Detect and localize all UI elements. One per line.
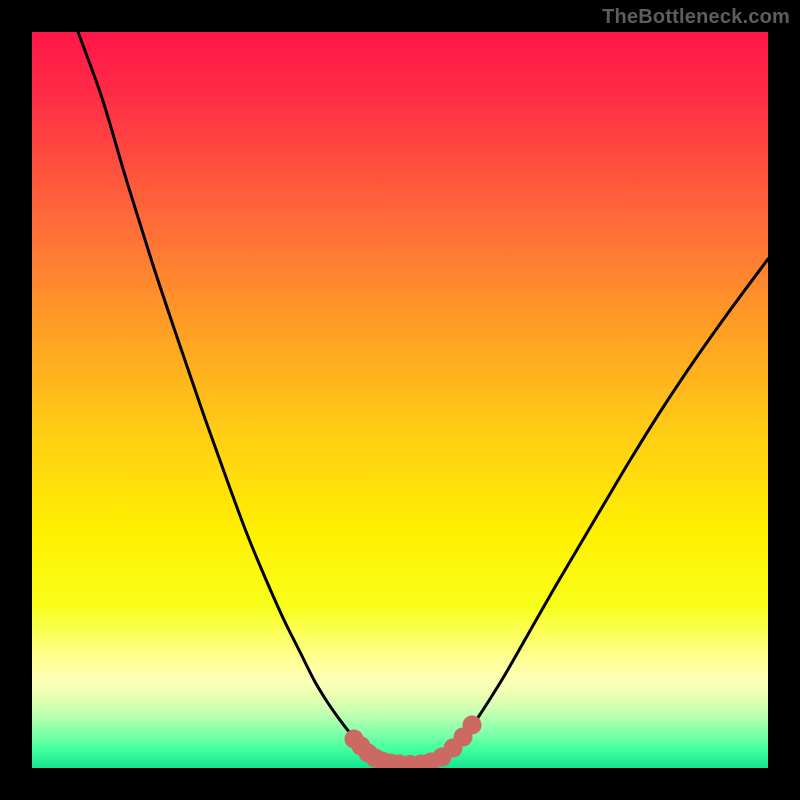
watermark-text: TheBottleneck.com (602, 6, 790, 29)
highlight-dot (463, 716, 482, 735)
chart-frame: TheBottleneck.com (0, 0, 800, 800)
plot-area (32, 32, 768, 768)
chart-svg (32, 32, 768, 768)
gradient-background (32, 32, 768, 768)
